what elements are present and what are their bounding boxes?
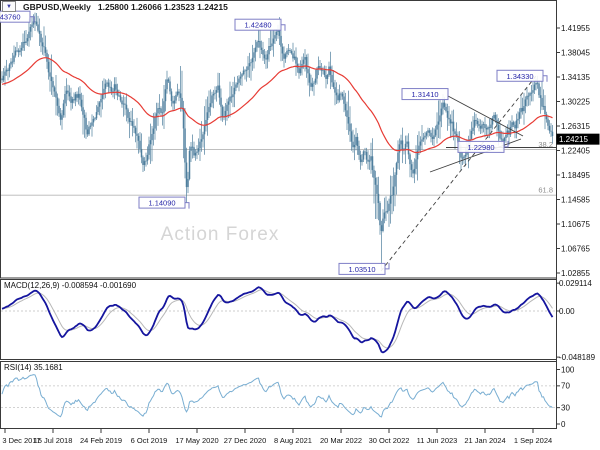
moving-average-line[interactable]	[1, 57, 553, 154]
ohlc-values: 1.25800 1.26066 1.23523 1.24215	[97, 1, 228, 12]
trend-line-2[interactable]	[429, 138, 522, 173]
date-axis-tick: 15 Jul 2018	[34, 436, 73, 445]
date-axis-tick: 27 Dec 2020	[224, 436, 267, 445]
last-price-badge: 1.24215	[556, 133, 600, 145]
price-label-1.14090[interactable]: 1.14090	[138, 196, 190, 209]
macd-main-line[interactable]	[1, 286, 554, 354]
svg-text:1.42480: 1.42480	[244, 21, 271, 30]
watermark: Action Forex	[160, 224, 280, 245]
price-label-1.34330[interactable]: 1.34330	[496, 69, 548, 82]
date-axis-tick: 20 Mar 2022	[320, 436, 362, 445]
price-axis-tick: 1.06765	[561, 244, 590, 253]
date-axis-tick: 30 Oct 2022	[369, 436, 410, 445]
symbol-header: ▼ GBPUSD,Weekly 1.25800 1.26066 1.23523 …	[2, 1, 228, 12]
svg-text:1.31410: 1.31410	[411, 90, 438, 99]
chevron-down-icon: ▼	[6, 3, 12, 10]
price-axis-tick: 1.26315	[561, 122, 590, 131]
date-axis-tick: 24 Feb 2019	[80, 436, 122, 445]
macd-axis-tick: 0.00	[559, 307, 575, 316]
main-price-pane: 38.2 61.8	[1, 12, 556, 272]
price-axis-tick: 1.10675	[561, 220, 590, 229]
svg-text:1.43760: 1.43760	[0, 13, 21, 22]
macd-axis-tick: 0.029114	[559, 279, 592, 288]
date-axis-tick: 11 Jun 2023	[417, 436, 458, 445]
date-axis-tick: 8 Aug 2021	[274, 436, 312, 445]
symbol-label: GBPUSD,Weekly	[23, 1, 91, 12]
svg-text:1.03510: 1.03510	[348, 265, 375, 274]
price-axis-tick: 1.02855	[561, 269, 590, 278]
price-axis: 1.41955 1.38045 1.34135 1.30225 1.26315 1.224…	[556, 0, 600, 429]
price-axis-tick: 1.38045	[561, 48, 590, 57]
rsi-axis-tick: 100	[561, 365, 575, 374]
price-label-1.03510[interactable]: 1.03510	[338, 262, 390, 275]
price-axis-tick: 1.30225	[561, 97, 590, 106]
price-callouts: 1.43760 1.42480 1.34330 1.31410 1.22980 1.140…	[0, 10, 548, 275]
macd-signal-line[interactable]	[2, 289, 553, 349]
price-axis-tick: 1.14585	[561, 195, 590, 204]
date-axis-tick: 17 May 2020	[175, 436, 218, 445]
rsi-axis-tick: 70	[561, 382, 570, 391]
svg-text:1.14090: 1.14090	[148, 199, 175, 208]
macd-axis-tick: -0.048189	[559, 353, 596, 362]
fib-label-61.8: 61.8	[538, 186, 553, 195]
price-label-1.42480[interactable]: 1.42480	[234, 18, 286, 31]
price-label-1.43760[interactable]: 1.43760	[0, 10, 35, 23]
date-axis-tick: 21 Jan 2024	[464, 436, 505, 445]
price-label-1.31410[interactable]: 1.31410	[401, 88, 449, 101]
price-axis-tick: 1.41955	[561, 24, 590, 33]
rsi-line[interactable]	[1, 374, 553, 418]
date-axis-tick: 3 Dec 2017	[2, 436, 40, 445]
price-axis-tick: 1.34135	[561, 73, 590, 82]
trend-line-1[interactable]	[447, 95, 524, 137]
rsi-axis-tick: 30	[561, 403, 570, 412]
macd-pane	[1, 286, 556, 354]
price-axis-tick: 1.22405	[561, 146, 590, 155]
svg-text:1.22980: 1.22980	[467, 143, 494, 152]
price-label-1.22980[interactable]: 1.22980	[457, 140, 509, 153]
date-axis-tick: 1 Sep 2024	[514, 436, 552, 445]
symbol-dropdown-button[interactable]: ▼	[2, 1, 16, 12]
rsi-axis-tick: 0	[561, 420, 566, 429]
rsi-indicator-label: RSI(14) 35.1681	[4, 363, 63, 372]
fib-label-38.2: 38.2	[538, 140, 553, 149]
price-axis-tick: 1.18495	[561, 171, 590, 180]
trend-line-4[interactable]	[380, 75, 537, 272]
rsi-pane	[1, 374, 556, 418]
svg-text:1.34330: 1.34330	[506, 72, 533, 81]
candlesticks	[1, 12, 554, 269]
date-axis-tick: 6 Oct 2019	[131, 436, 168, 445]
pane-borders	[0, 0, 557, 429]
svg-text:1.24215: 1.24215	[559, 135, 588, 144]
macd-indicator-label: MACD(12,26,9) -0.008594 -0.001690	[4, 281, 137, 290]
